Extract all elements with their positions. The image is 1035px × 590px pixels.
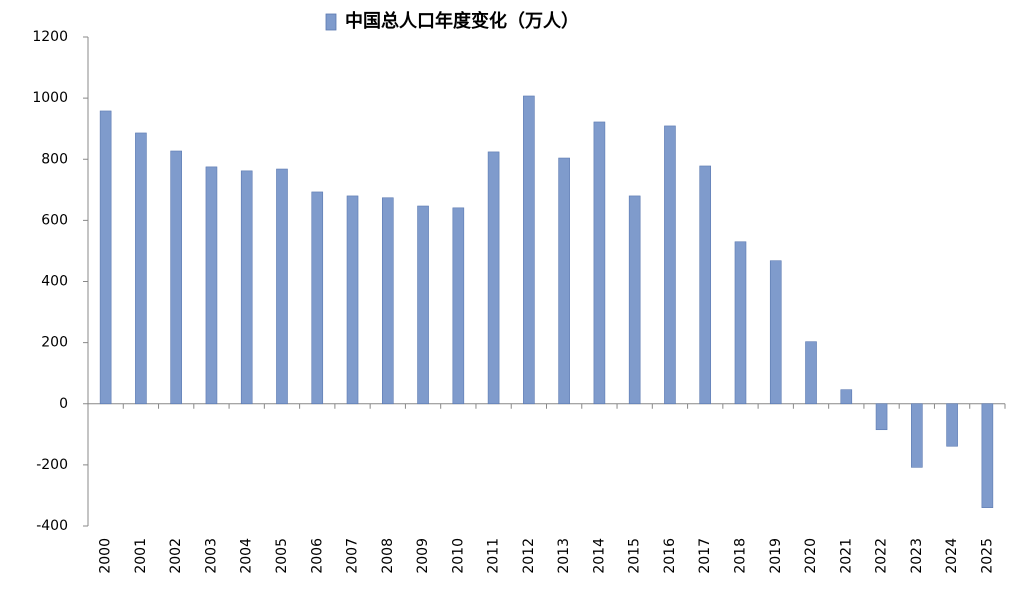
x-tick-label: 2019 — [768, 538, 784, 574]
bar — [875, 403, 888, 431]
y-tick-label: -200 — [36, 457, 68, 473]
bar — [205, 166, 218, 405]
bar — [840, 389, 853, 405]
x-tick-label: 2010 — [450, 538, 466, 574]
x-tick-label: 2005 — [274, 538, 290, 574]
x-tick-label: 2001 — [133, 538, 149, 574]
x-tick-label: 2024 — [944, 538, 960, 574]
bar — [769, 260, 782, 405]
bar — [805, 341, 817, 405]
bar — [170, 150, 182, 405]
bar — [311, 191, 324, 405]
bar — [346, 195, 359, 405]
bar — [981, 403, 994, 508]
x-tick-label: 2023 — [909, 538, 925, 574]
bar — [628, 195, 641, 405]
bar — [240, 170, 253, 405]
y-tick-label: 600 — [41, 212, 68, 228]
bar — [381, 197, 394, 405]
bar — [523, 95, 535, 405]
x-tick-label: 2013 — [556, 538, 572, 574]
bar — [135, 132, 147, 405]
x-tick-label: 2000 — [98, 538, 114, 574]
y-tick-label: -400 — [36, 518, 68, 534]
bar — [664, 125, 676, 405]
x-tick-label: 2018 — [732, 538, 748, 574]
x-tick-label: 2004 — [239, 538, 255, 574]
x-tick-label: 2021 — [838, 538, 854, 574]
x-tick-label: 2008 — [380, 538, 396, 574]
x-tick-label: 2017 — [697, 538, 713, 574]
bar — [417, 205, 429, 405]
x-tick-label: 2011 — [486, 538, 502, 574]
legend-label: 中国总人口年度变化（万人） — [345, 10, 579, 32]
y-tick-label: 800 — [41, 151, 68, 167]
x-tick-label: 2016 — [662, 538, 678, 574]
legend-swatch — [325, 13, 337, 31]
bar — [276, 168, 288, 405]
bar — [946, 403, 958, 447]
bar — [911, 403, 923, 468]
bar — [699, 165, 712, 405]
bar — [593, 121, 606, 405]
y-tick-label: 200 — [41, 335, 68, 351]
bar — [99, 110, 112, 405]
y-tick-label: 0 — [59, 396, 68, 412]
x-tick-label: 2006 — [309, 538, 325, 574]
x-tick-label: 2020 — [803, 538, 819, 574]
bar — [452, 207, 465, 405]
bar — [558, 157, 570, 405]
x-tick-label: 2003 — [203, 538, 219, 574]
x-tick-label: 2002 — [168, 538, 184, 574]
x-tick-label: 2007 — [345, 538, 361, 574]
x-tick-label: 2012 — [521, 538, 537, 574]
x-tick-label: 2015 — [627, 538, 643, 574]
x-tick-label: 2025 — [979, 538, 995, 574]
y-tick-label: 400 — [41, 274, 68, 290]
x-tick-label: 2009 — [415, 538, 431, 574]
y-tick-label: 1200 — [32, 29, 68, 45]
x-tick-label: 2014 — [591, 538, 607, 574]
y-tick-label: 1000 — [32, 90, 68, 106]
x-tick-label: 2022 — [874, 538, 890, 574]
bar — [734, 241, 747, 405]
bar — [487, 151, 500, 405]
